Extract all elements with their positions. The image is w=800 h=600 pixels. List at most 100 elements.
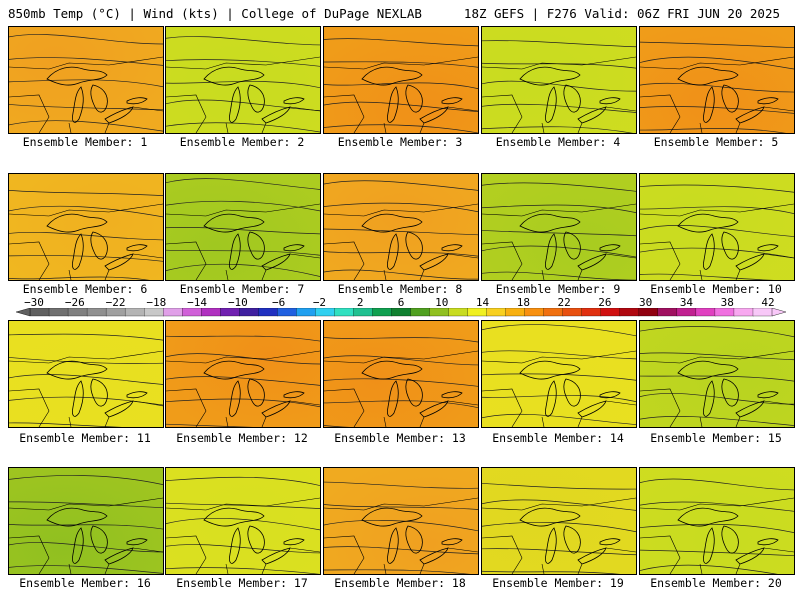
ensemble-member-label: Ensemble Member: 11 [19,431,151,445]
ensemble-member-label: Ensemble Member: 8 [337,282,463,296]
colorbar-swatch [429,308,450,317]
ensemble-member-label: Ensemble Member: 1 [22,135,148,149]
colorbar-swatch [315,308,336,317]
colorbar-swatch [29,308,50,317]
temperature-field-map [482,468,636,574]
great-lakes-outline [640,478,794,574]
great-lakes-outline [482,182,636,280]
temperature-field-map [166,468,320,574]
ensemble-member-label: Ensemble Member: 17 [176,576,308,590]
colorbar-swatch [163,308,183,317]
ensemble-member-label: Ensemble Member: 9 [495,282,621,296]
temperature-colorbar: −30 −26 −22 −18 −14 −10 −6 −2 2 6 10 14 18 22 26 30 34 38… [0,296,800,320]
ensemble-map-panel [323,467,479,575]
colorbar-swatch [296,308,317,317]
colorbar-tick-label: −18 [146,296,167,309]
great-lakes-outline [324,481,478,574]
colorbar-swatch [48,308,69,317]
great-lakes-outline [640,184,794,280]
temperature-field-map [324,321,478,427]
colorbar-swatch [334,308,355,317]
ensemble-map-panel [165,26,321,134]
colorbar-swatch [467,308,488,317]
great-lakes-outline [9,475,163,574]
ensemble-map-panel [8,320,164,428]
temperature-field-map [482,174,636,280]
ensemble-map-panel [639,320,795,428]
colorbar-swatch [239,308,259,317]
temperature-field-map [9,321,163,427]
colorbar-tick-label: 6 [397,296,405,309]
colorbar-tick-label: −2 [312,296,327,309]
colorbar-swatch [277,308,298,317]
colorbar-swatch [486,308,507,317]
great-lakes-outline [9,333,163,427]
colorbar-swatch [391,308,412,317]
colorbar-tick-label: 42 [761,296,775,309]
great-lakes-outline [324,180,478,280]
ensemble-map-panel [165,467,321,575]
colorbar-tick-label: 38 [720,296,734,309]
colorbar-left-arrow [15,308,31,317]
great-lakes-outline [324,337,478,427]
colorbar-swatch [657,308,678,317]
colorbar-swatch [410,308,431,317]
ensemble-map-panel [323,173,479,281]
colorbar-tick-label: −10 [227,296,248,309]
temperature-field-map [9,468,163,574]
colorbar-tick-label: −30 [24,296,44,309]
great-lakes-outline [166,178,320,280]
ensemble-member-label: Ensemble Member: 18 [334,576,466,590]
colorbar-swatches [15,308,787,317]
ensemble-map-panel [481,173,637,281]
temperature-field-map [324,468,478,574]
ensemble-member-label: Ensemble Member: 20 [650,576,782,590]
great-lakes-outline [640,326,794,427]
ensemble-map-panel [323,320,479,428]
ensemble-map-panel [8,173,164,281]
great-lakes-outline [482,324,636,427]
colorbar-tick-label: −6 [272,296,286,309]
ensemble-map-panel [165,173,321,281]
temperature-field-map [166,174,320,280]
temperature-field-map [640,321,794,427]
colorbar-swatch [619,308,640,317]
great-lakes-outline [324,38,478,133]
temperature-field-map [324,27,478,133]
colorbar-tick-label: −26 [64,296,85,309]
colorbar-swatch [562,308,583,317]
colorbar-tick-label: 18 [516,296,530,309]
temperature-field-map [482,27,636,133]
great-lakes-outline [166,36,320,133]
colorbar-swatch [372,308,393,317]
ensemble-map-panel [8,26,164,134]
ensemble-map-panel [639,173,795,281]
temperature-field-map [640,174,794,280]
great-lakes-outline [640,41,794,133]
colorbar-tick-label: 14 [475,296,490,309]
great-lakes-outline [9,190,163,280]
temperature-field-map [482,321,636,427]
colorbar-swatch [144,308,164,317]
ensemble-member-label: Ensemble Member: 3 [337,135,463,149]
temperature-field-map [324,174,478,280]
colorbar-tick-label: 10 [435,296,449,309]
ensemble-member-label: Ensemble Member: 7 [179,282,305,296]
colorbar-swatch [105,308,126,317]
ensemble-map-panel [323,26,479,134]
colorbar-swatch [505,308,526,317]
colorbar-tick-label: 2 [356,296,364,309]
ensemble-map-panel [639,467,795,575]
great-lakes-outline [9,34,163,133]
temperature-field-map [166,321,320,427]
ensemble-map-panel [481,467,637,575]
colorbar-swatch [524,308,545,317]
colorbar-swatch [638,308,659,317]
ensemble-map-panel [639,26,795,134]
ensemble-member-label: Ensemble Member: 4 [495,135,621,149]
colorbar-swatch [676,308,697,317]
ensemble-map-panel [481,26,637,134]
ensemble-member-label: Ensemble Member: 19 [492,576,624,590]
ensemble-member-label: Ensemble Member: 13 [334,431,466,445]
great-lakes-outline [482,482,636,574]
